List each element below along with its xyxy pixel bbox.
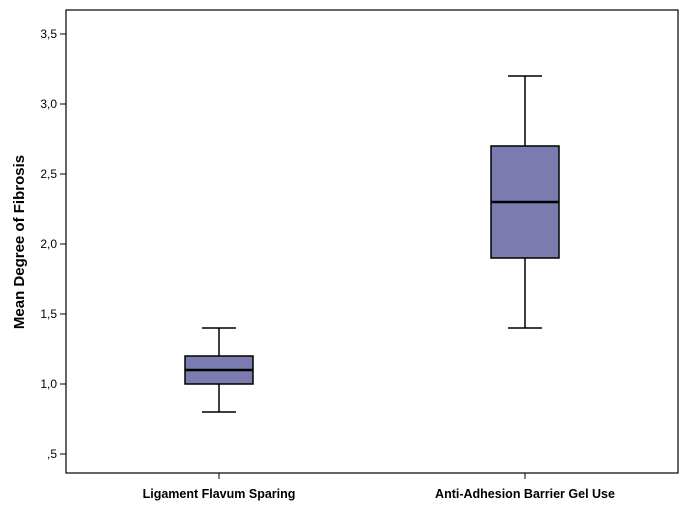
y-tick-label: 2,0 [40, 237, 57, 251]
x-category-label: Anti-Adhesion Barrier Gel Use [435, 487, 615, 501]
plot-area-frame [65, 9, 679, 474]
y-tick-label: ,5 [47, 447, 57, 461]
box-group [490, 75, 560, 329]
y-tick-label: 1,0 [40, 377, 57, 391]
y-axis-ticks: ,5 1,0 1,5 2,0 2,5 3,0 3,5 [40, 27, 66, 461]
y-tick-label: 3,0 [40, 97, 57, 111]
x-category-label: Ligament Flavum Sparing [143, 487, 296, 501]
box-group [184, 327, 254, 413]
y-tick-label: 1,5 [40, 307, 57, 321]
x-axis-categories: Ligament Flavum Sparing Anti-Adhesion Bar… [143, 473, 615, 501]
y-tick-label: 3,5 [40, 27, 57, 41]
y-tick-label: 2,5 [40, 167, 57, 181]
y-axis-title: Mean Degree of Fibrosis [11, 155, 28, 329]
box-series [184, 75, 560, 413]
